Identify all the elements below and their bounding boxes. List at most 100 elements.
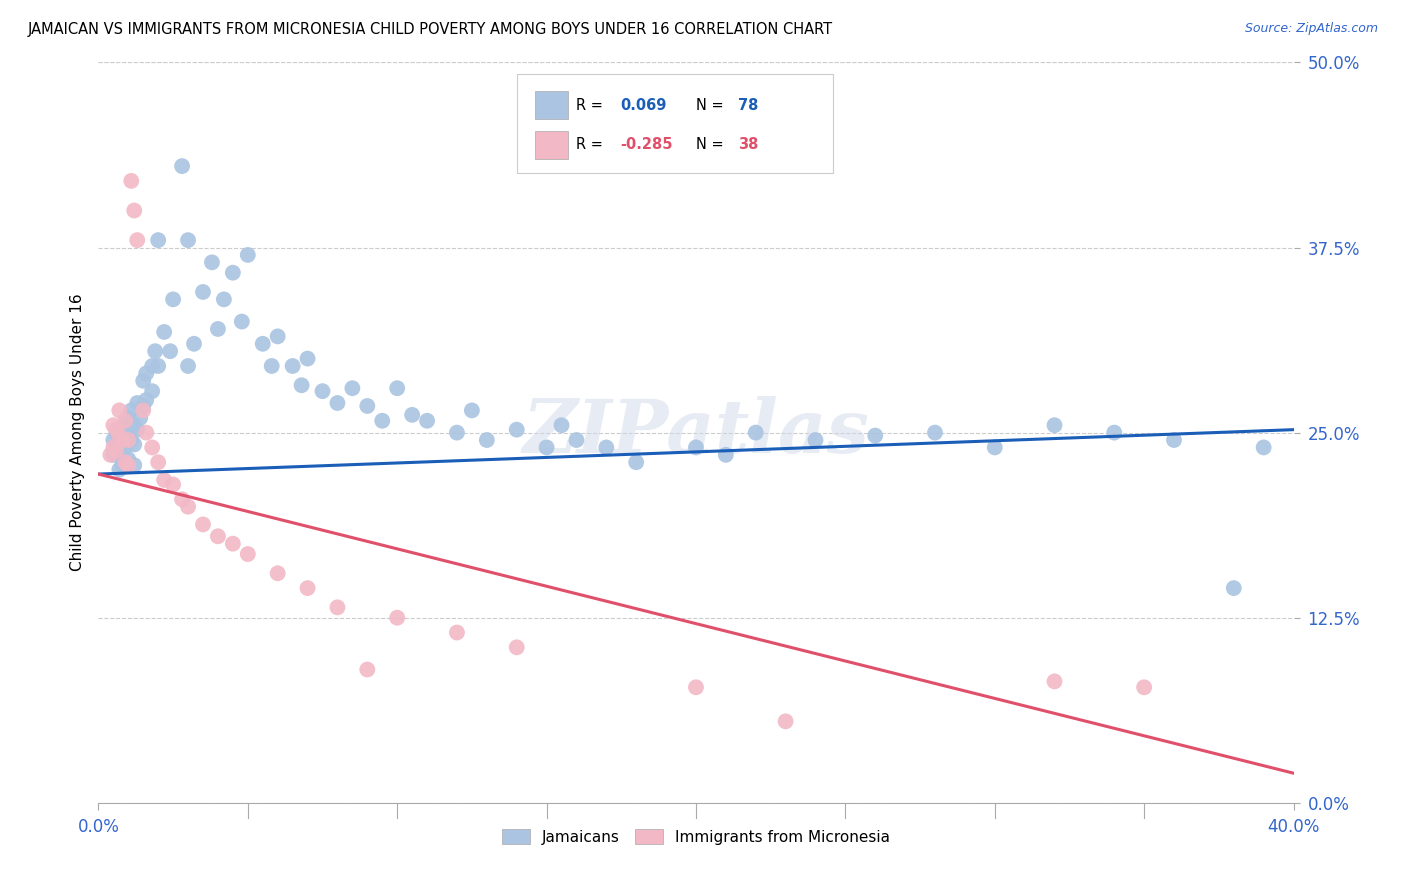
FancyBboxPatch shape bbox=[534, 130, 568, 159]
Point bbox=[207, 322, 229, 336]
Point bbox=[745, 425, 768, 440]
Point bbox=[120, 403, 142, 417]
Point bbox=[141, 441, 163, 455]
Point bbox=[159, 344, 181, 359]
Point bbox=[446, 425, 468, 440]
Point bbox=[207, 529, 229, 543]
Point bbox=[114, 414, 136, 428]
Point bbox=[342, 381, 364, 395]
Point bbox=[191, 517, 214, 532]
FancyBboxPatch shape bbox=[534, 91, 568, 120]
Point bbox=[148, 233, 170, 247]
Point bbox=[105, 423, 128, 437]
Point bbox=[111, 437, 134, 451]
Point bbox=[565, 433, 588, 447]
Point bbox=[105, 443, 128, 458]
Point bbox=[183, 336, 205, 351]
Text: 0.069: 0.069 bbox=[620, 98, 666, 113]
Point bbox=[236, 547, 259, 561]
Point bbox=[114, 455, 136, 469]
Point bbox=[865, 428, 887, 442]
Point bbox=[1043, 418, 1066, 433]
Point bbox=[172, 492, 194, 507]
Point bbox=[1043, 674, 1066, 689]
Point bbox=[222, 536, 245, 550]
Point bbox=[120, 174, 142, 188]
Point bbox=[924, 425, 946, 440]
Point bbox=[1163, 433, 1185, 447]
Point bbox=[326, 600, 349, 615]
Point bbox=[267, 329, 290, 343]
Point bbox=[685, 441, 707, 455]
Point bbox=[222, 266, 245, 280]
Point bbox=[162, 293, 184, 307]
Point bbox=[172, 159, 194, 173]
Point bbox=[297, 351, 319, 366]
Point bbox=[775, 714, 797, 729]
Text: R =: R = bbox=[576, 137, 607, 153]
Point bbox=[984, 441, 1007, 455]
Point bbox=[506, 640, 529, 655]
Text: 78: 78 bbox=[738, 98, 758, 113]
Point bbox=[114, 441, 136, 455]
Text: ZIPatlas: ZIPatlas bbox=[523, 396, 869, 469]
Point bbox=[108, 403, 131, 417]
Point bbox=[117, 433, 139, 447]
Point bbox=[143, 344, 166, 359]
Point bbox=[117, 452, 139, 467]
Point bbox=[446, 625, 468, 640]
Point bbox=[461, 403, 484, 417]
Point bbox=[124, 458, 146, 473]
Text: Source: ZipAtlas.com: Source: ZipAtlas.com bbox=[1244, 22, 1378, 36]
Point bbox=[804, 433, 827, 447]
Point bbox=[127, 396, 149, 410]
Legend: Jamaicans, Immigrants from Micronesia: Jamaicans, Immigrants from Micronesia bbox=[496, 822, 896, 851]
Point bbox=[162, 477, 184, 491]
Point bbox=[1133, 681, 1156, 695]
Point bbox=[135, 392, 157, 407]
Text: 38: 38 bbox=[738, 137, 758, 153]
Point bbox=[626, 455, 648, 469]
Point bbox=[356, 399, 378, 413]
Text: N =: N = bbox=[696, 98, 724, 113]
Point bbox=[127, 423, 149, 437]
Text: R =: R = bbox=[576, 98, 603, 113]
Point bbox=[124, 437, 146, 451]
Point bbox=[153, 473, 176, 487]
Point bbox=[231, 314, 253, 328]
Point bbox=[132, 374, 155, 388]
Text: JAMAICAN VS IMMIGRANTS FROM MICRONESIA CHILD POVERTY AMONG BOYS UNDER 16 CORRELA: JAMAICAN VS IMMIGRANTS FROM MICRONESIA C… bbox=[28, 22, 834, 37]
Point bbox=[103, 441, 125, 455]
Point bbox=[108, 443, 131, 458]
Point bbox=[260, 359, 283, 373]
Point bbox=[1253, 441, 1275, 455]
Point bbox=[506, 423, 529, 437]
Point bbox=[129, 410, 152, 425]
Point bbox=[135, 425, 157, 440]
Point bbox=[416, 414, 439, 428]
Point bbox=[536, 441, 558, 455]
Point bbox=[236, 248, 259, 262]
Point bbox=[475, 433, 498, 447]
Point bbox=[714, 448, 737, 462]
Point bbox=[212, 293, 235, 307]
FancyBboxPatch shape bbox=[517, 73, 834, 173]
Point bbox=[1223, 581, 1246, 595]
Point bbox=[141, 359, 163, 373]
Point bbox=[252, 336, 274, 351]
Point bbox=[153, 325, 176, 339]
Point bbox=[124, 418, 146, 433]
Point bbox=[103, 433, 125, 447]
Point bbox=[385, 381, 409, 395]
Point bbox=[401, 408, 423, 422]
Point bbox=[98, 448, 122, 462]
Point bbox=[105, 425, 128, 440]
Point bbox=[111, 458, 134, 473]
Point bbox=[120, 433, 142, 447]
Point bbox=[108, 462, 131, 476]
Y-axis label: Child Poverty Among Boys Under 16: Child Poverty Among Boys Under 16 bbox=[69, 293, 84, 572]
Point bbox=[117, 458, 139, 473]
Point bbox=[297, 581, 319, 595]
Point bbox=[132, 399, 155, 413]
Point bbox=[371, 414, 394, 428]
